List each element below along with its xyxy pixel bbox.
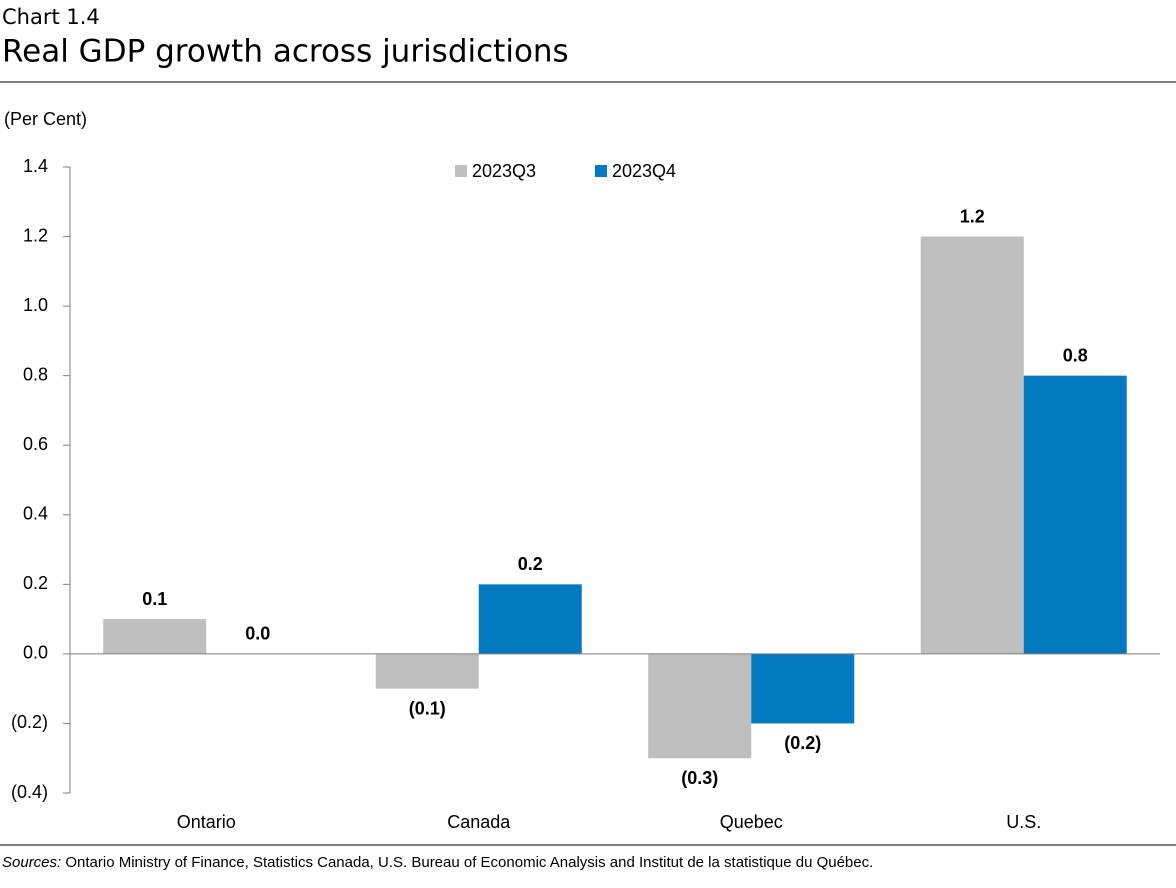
chart-title: Real GDP growth across jurisdictions (2, 34, 569, 70)
bar (751, 653, 855, 724)
data-label: (0.3) (681, 768, 718, 788)
y-tick-label: (0.4) (11, 782, 48, 802)
y-tick-label: 0.8 (23, 364, 48, 384)
data-label: (0.1) (409, 698, 446, 718)
y-axis-label: (Per Cent) (4, 109, 87, 129)
bar (920, 236, 1024, 654)
data-label: 0.2 (518, 554, 543, 574)
y-tick-label: 1.2 (23, 225, 48, 245)
data-label: 0.0 (245, 624, 270, 644)
y-tick-label: 0.2 (23, 573, 48, 593)
x-tick-label: Ontario (177, 812, 236, 832)
x-tick-label: Quebec (720, 812, 783, 832)
y-tick-label: 0.0 (23, 643, 48, 663)
y-tick-label: 1.4 (23, 156, 48, 176)
data-label: 0.8 (1063, 345, 1088, 365)
sources-label: Sources: (2, 854, 61, 871)
bar (375, 653, 479, 689)
bar (103, 619, 207, 654)
y-tick-label: 0.6 (23, 434, 48, 454)
sources: Sources: Ontario Ministry of Finance, St… (2, 854, 873, 871)
data-label: 0.1 (142, 589, 167, 609)
bar (648, 653, 752, 759)
x-tick-label: U.S. (1006, 812, 1041, 832)
legend-label: 2023Q3 (472, 161, 536, 181)
data-label: (0.2) (784, 733, 821, 753)
x-tick-label: Canada (447, 812, 511, 832)
legend-swatch (595, 165, 607, 177)
bar (1023, 375, 1127, 654)
y-tick-label: 1.0 (23, 295, 48, 315)
legend-swatch (455, 165, 467, 177)
bar (478, 584, 582, 654)
data-label: 1.2 (960, 206, 985, 226)
y-tick-label: 0.4 (23, 504, 48, 524)
legend-label: 2023Q4 (612, 161, 676, 181)
sources-text: Ontario Ministry of Finance, Statistics … (65, 854, 873, 871)
chart-label: Chart 1.4 (2, 5, 100, 29)
y-tick-label: (0.2) (11, 712, 48, 732)
